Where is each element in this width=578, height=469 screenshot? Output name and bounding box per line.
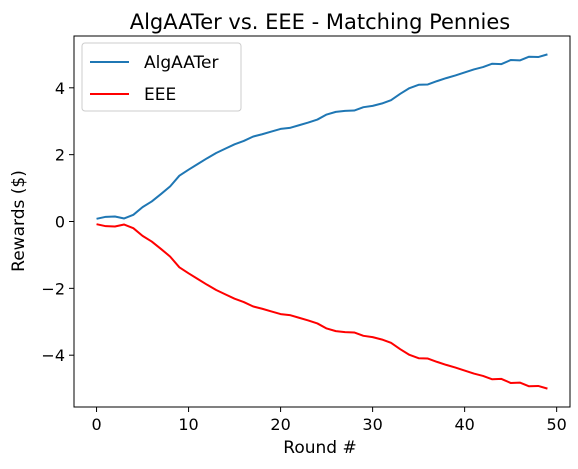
y-tick-label: 4 <box>55 79 65 98</box>
x-tick-label: 50 <box>546 415 566 434</box>
x-axis-label: Round # <box>283 438 356 458</box>
legend-label-algaater: AlgAATer <box>144 53 219 73</box>
series-group <box>96 53 548 390</box>
x-tick-label: 30 <box>362 415 382 434</box>
y-tick-label: −4 <box>41 346 65 365</box>
y-axis-label: Rewards ($) <box>9 170 29 272</box>
x-tick-label: 10 <box>178 415 198 434</box>
legend-label-eee: EEE <box>144 85 176 105</box>
legend: AlgAATer EEE <box>81 42 242 112</box>
y-tick-label: 0 <box>55 213 65 232</box>
ticks-group: 0 10 20 30 40 50 −4 −2 0 2 4 <box>41 79 566 434</box>
series-line-algaater <box>96 53 548 220</box>
chart-title: AlgAATer vs. EEE - Matching Pennies <box>130 10 511 34</box>
y-tick-label: −2 <box>41 279 65 298</box>
y-tick-label: 2 <box>55 146 65 165</box>
x-tick-label: 20 <box>270 415 290 434</box>
x-tick-label: 0 <box>91 415 101 434</box>
x-tick-label: 40 <box>454 415 474 434</box>
series-line-eee <box>96 223 548 390</box>
